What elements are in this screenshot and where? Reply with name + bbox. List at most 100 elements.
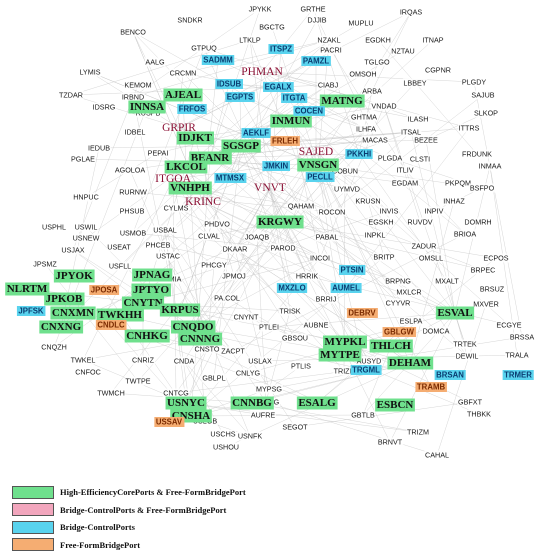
- node-backdrop: [377, 437, 404, 447]
- node-backdrop: [255, 384, 283, 394]
- node-label: CLVAL: [198, 232, 220, 241]
- node-backdrop: [40, 342, 68, 352]
- node-label: CNSTO: [194, 345, 219, 354]
- node-backdrop: [407, 114, 429, 124]
- node-layer: JPYKK GRTHE IRQAS SNDKR DJJIB MUPLU BENCO BGCTG…: [5, 4, 535, 460]
- node-backdrop: [478, 161, 503, 171]
- node-backdrop: [367, 217, 395, 227]
- node-backdrop: [123, 80, 153, 90]
- node-label: CNQZH: [41, 343, 67, 352]
- node-label: USHOU: [213, 443, 239, 452]
- edge: [473, 81, 523, 338]
- node-plain-pa-col: PA.COL: [213, 293, 241, 303]
- node-highlight: [323, 335, 367, 349]
- node-plain-pglae: PGLAE: [70, 154, 96, 164]
- node-plain-usmob: USMOB: [119, 228, 147, 238]
- node-plain-bsfpo: BSFPO: [469, 183, 496, 193]
- node-bridge-brsan: BRSAN: [434, 370, 466, 380]
- node-label: INMUN: [272, 115, 311, 127]
- node-backdrop: [370, 101, 398, 111]
- node-backdrop: [131, 355, 156, 365]
- edge: [164, 229, 296, 428]
- node-backdrop: [453, 229, 477, 239]
- node-plain-ltklp: LTKLP: [238, 35, 262, 45]
- node-free-jposa: JPOSA: [89, 285, 120, 295]
- node-plain-brrij: BRRIJ: [315, 294, 338, 304]
- node-highlight: [339, 265, 366, 275]
- node-label: MXVER: [473, 300, 499, 309]
- node-label: TRGML: [352, 366, 380, 375]
- node-highlight: [293, 106, 325, 116]
- node-plain-cobun: COBUN: [331, 166, 359, 176]
- node-plain-lymis: LYMIS: [78, 67, 102, 77]
- node-backdrop: [504, 350, 530, 360]
- node-backdrop: [155, 251, 181, 261]
- node-plain-brpec: BRPEC: [470, 265, 496, 275]
- node-label: DEWIL: [456, 352, 479, 361]
- node-backdrop: [70, 355, 96, 365]
- node-label: PLGDY: [462, 78, 487, 87]
- node-label: KRINC: [185, 196, 221, 208]
- node-label: INPKL: [365, 231, 386, 240]
- node-backdrop: [364, 35, 392, 45]
- node-label: CNTCG: [163, 389, 189, 398]
- node-label: RURNW: [119, 188, 147, 197]
- edge: [344, 341, 471, 403]
- edge: [216, 223, 291, 312]
- node-plain-grthe: GRTHE: [299, 4, 327, 14]
- node-backdrop: [444, 178, 472, 188]
- node-plain-lbbey: LBBEY: [402, 78, 428, 88]
- node-label: BRSSA: [510, 333, 535, 342]
- node-backdrop: [406, 427, 430, 437]
- node-label: ECPOS: [483, 254, 508, 263]
- node-backdrop: [41, 222, 67, 232]
- node-label: CNYTN: [123, 297, 162, 309]
- node-plain-pkpqm: PKPQM: [444, 178, 472, 188]
- node-plain-twmch: TWMCH: [96, 388, 126, 398]
- node-label: LYMIS: [79, 68, 100, 77]
- edge: [185, 221, 281, 404]
- node-backdrop: [247, 356, 273, 366]
- node-control-sajed: SAJED: [299, 146, 334, 158]
- node-backdrop: [482, 253, 510, 263]
- node-label: ESLPA: [400, 317, 423, 326]
- node-plain-mxlcr: MXLCR: [395, 287, 423, 297]
- node-plain-usbal: USBAL: [152, 225, 178, 235]
- node-plain-cnlyg: CNLYG: [235, 368, 262, 378]
- edge: [291, 287, 346, 343]
- node-highlight: [270, 114, 312, 128]
- node-highlight: [201, 55, 235, 65]
- node-plain-pepai: PEPAI: [147, 148, 169, 158]
- node-core-deham: DEHAM: [387, 356, 434, 370]
- node-label: SLKOP: [474, 109, 498, 118]
- node-backdrop: [355, 124, 377, 134]
- node-plain-brsuz: BRSUZ: [479, 284, 506, 294]
- node-label: GRPIR: [162, 122, 196, 134]
- node-core-jpnag: JPNAG: [132, 268, 173, 282]
- edge: [268, 362, 411, 390]
- node-plain-ecpos: ECPOS: [482, 253, 510, 263]
- node-core-esalg: ESALG: [296, 396, 338, 410]
- node-label: USFLL: [109, 262, 131, 271]
- node-plain-ptlei: PTLEI: [258, 322, 280, 332]
- node-plain-krusn: KRUSN: [354, 196, 382, 206]
- edge: [279, 221, 497, 259]
- node-plain-vndad: VNDAD: [370, 101, 398, 111]
- node-label: USWIL: [75, 223, 98, 232]
- node-plain-thbkk: THBKK: [466, 409, 492, 419]
- node-label: GBLPL: [202, 374, 225, 383]
- node-label: INVIS: [380, 207, 399, 216]
- node-plain-clsti: CLSTI: [409, 154, 431, 164]
- legend-label-control: Bridge-ControlPorts & Free-FormBridgePor…: [60, 504, 227, 515]
- node-label: IRQAS: [400, 8, 423, 17]
- node-core-twkhh: TWKHH: [96, 308, 144, 322]
- node-plain-phdvo: PHDVO: [203, 219, 231, 229]
- node-label: UYMVD: [334, 185, 360, 194]
- node-highlight: [276, 283, 308, 293]
- node-label: AEKLF: [243, 129, 269, 138]
- node-plain-uslax: USLAX: [247, 356, 273, 366]
- node-label: PAROD: [270, 244, 295, 253]
- node-label: ITSPZ: [270, 45, 292, 54]
- node-plain-frdunk: FRDUNK: [461, 149, 493, 159]
- edge: [209, 139, 376, 159]
